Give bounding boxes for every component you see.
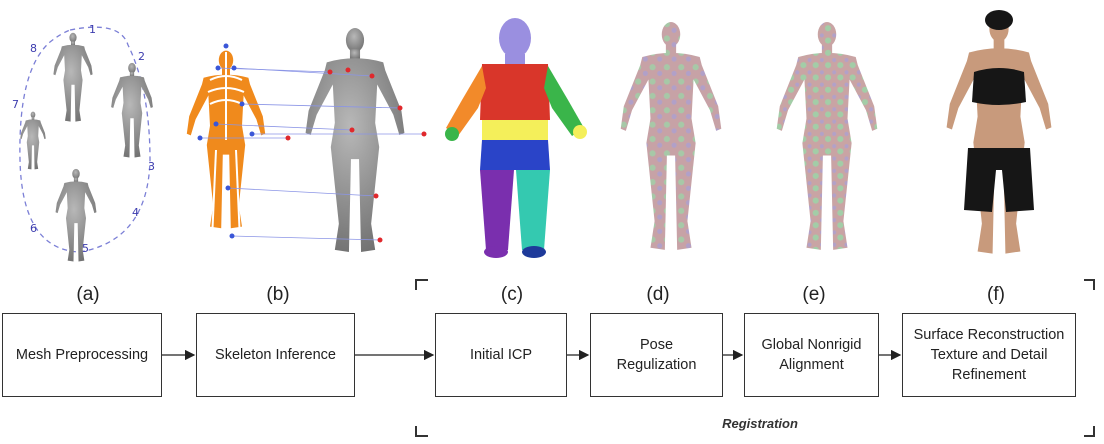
bracket-top-right [1084,279,1095,290]
panel-c-segmented [445,18,587,258]
step-pose-regulization: Pose Regulization [590,313,723,397]
step-label: Global Nonrigid [761,337,862,353]
step-label: Texture and Detail [930,347,1048,363]
view-number: 3 [148,160,155,173]
overlay-mesh [620,22,722,250]
step-mesh-preprocessing: Mesh Preprocessing [2,313,162,397]
panel-b-skeleton [186,28,427,252]
step-global-nonrigid-alignment: Global Nonrigid Alignment [744,313,879,397]
view-figure [53,32,93,122]
panel-label-c: (c) [500,284,524,305]
panel-label-b: (b) [266,284,290,305]
panel-f-textured [946,10,1052,254]
view-number: 6 [30,222,37,235]
view-number: 1 [89,23,96,36]
target-mesh [305,28,405,252]
bracket-bottom-left [415,426,428,437]
step-label: Initial ICP [469,347,533,363]
view-number: 4 [132,206,139,219]
panel-d-overlay [620,22,722,250]
panel-label-e: (e) [802,284,826,305]
view-number: 2 [138,50,145,63]
panel-label-d: (d) [646,284,670,305]
panel-e-overlay [776,22,878,250]
overlay-mesh [776,22,878,250]
panel-label-a: (a) [76,284,100,305]
textured-body [946,16,1052,254]
step-label: Skeleton Inference [215,347,336,363]
skeleton-bones [207,52,245,241]
step-skeleton-inference: Skeleton Inference [196,313,355,397]
panel-label-f: (f) [987,284,1005,305]
view-figure [111,62,153,158]
registration-group-label: Registration [722,416,798,431]
step-label: Surface Reconstruction [913,327,1065,343]
step-label: Alignment [779,357,844,373]
step-label: Refinement [951,367,1027,383]
view-figure [20,111,46,170]
view-number: 5 [82,242,89,255]
bracket-top-left [415,279,428,290]
step-label: Pose [639,337,674,353]
step-label: Regulization [616,357,697,373]
bracket-bottom-right [1084,426,1095,437]
view-number: 8 [30,42,37,55]
step-initial-icp: Initial ICP [435,313,567,397]
view-number: 7 [12,98,19,111]
view-figure [55,168,97,262]
skeleton-joints [197,43,255,239]
step-surface-reconstruction: Surface Reconstruction Texture and Detai… [902,313,1076,397]
panel-a-multiview: 1 2 3 4 5 6 7 8 [12,23,155,262]
registration-group-brackets [415,279,1095,437]
mesh-landmarks [285,67,427,243]
correspondence-lines [200,67,424,241]
step-label: Mesh Preprocessing [15,347,149,363]
